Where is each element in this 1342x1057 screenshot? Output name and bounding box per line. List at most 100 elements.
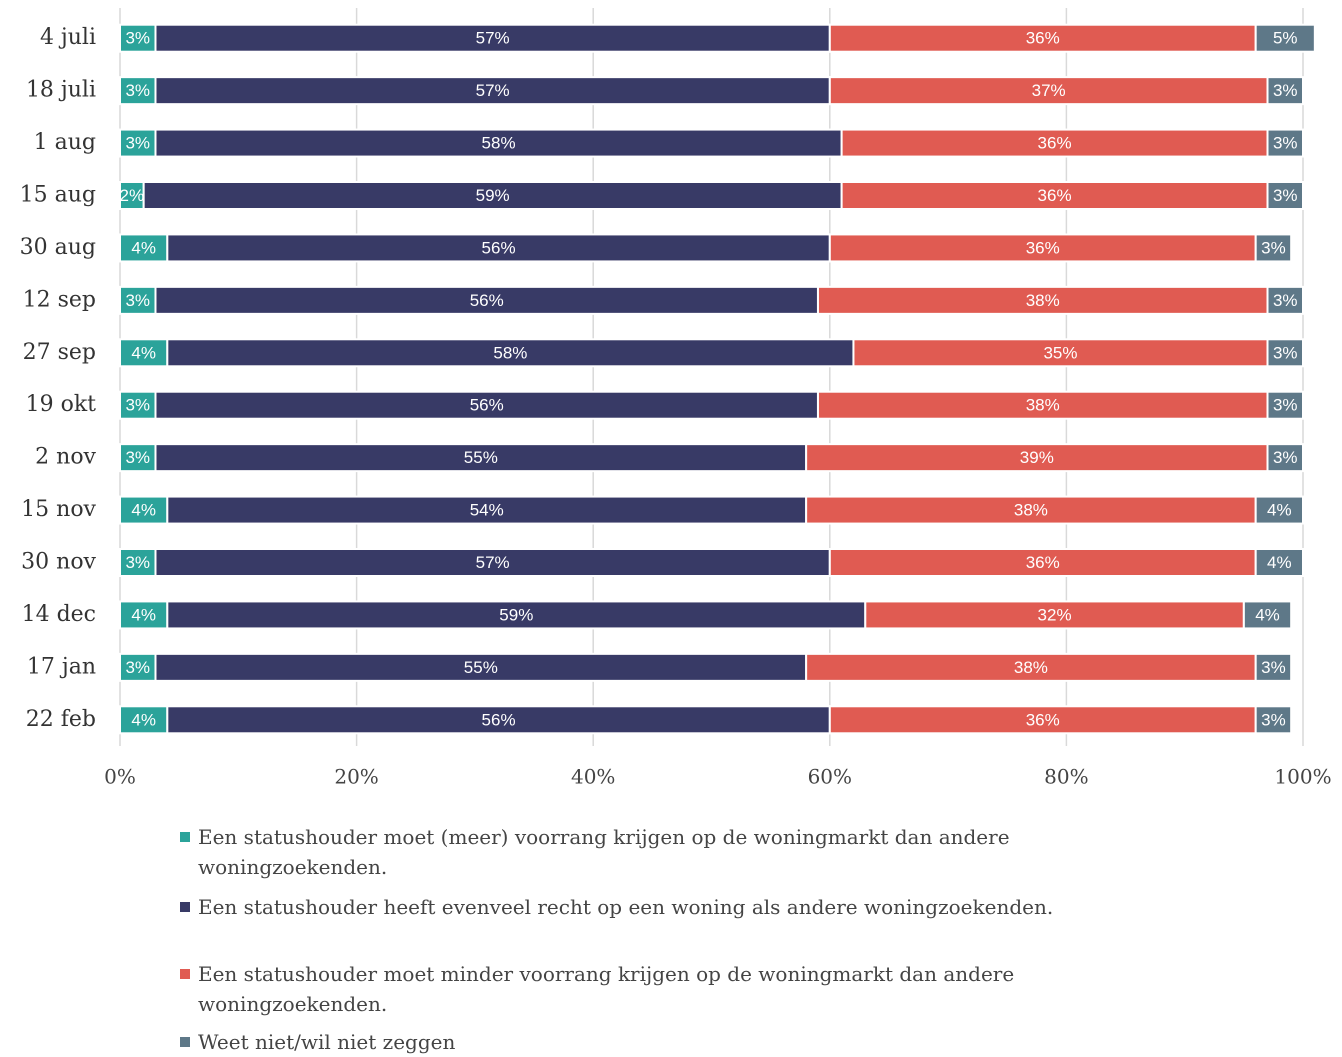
legend-label: Een statushouder moet (meer) voorrang kr… <box>198 825 1010 879</box>
bar-segment <box>119 23 157 53</box>
bar-segment <box>1266 76 1305 106</box>
data-label: 3% <box>1273 343 1298 362</box>
bar-segment <box>166 233 831 263</box>
bar-segment <box>166 338 855 368</box>
data-label: 38% <box>1014 501 1048 520</box>
bar-segment <box>119 705 169 735</box>
bar-segment <box>1254 548 1305 577</box>
bar-segment <box>1266 128 1305 158</box>
data-label: 36% <box>1026 553 1060 572</box>
legend-label: Weet niet/wil niet zeggen <box>198 1030 456 1054</box>
data-label: 3% <box>125 448 150 467</box>
bar-segment <box>1254 652 1293 682</box>
data-label: 3% <box>125 29 150 48</box>
y-tick-label: 19 okt <box>26 392 97 417</box>
bar-segment <box>119 652 157 682</box>
bar-segment <box>119 128 157 158</box>
bar-segment <box>1242 600 1293 630</box>
data-label: 4% <box>1255 605 1280 624</box>
bar-segment <box>1254 705 1293 735</box>
data-label: 3% <box>125 81 150 100</box>
bar-segment <box>1266 338 1305 368</box>
bar-segment <box>154 443 808 473</box>
legend-swatch <box>180 902 190 912</box>
bar-segment <box>154 128 843 158</box>
legend-item: Een statushouder heeft evenveel recht op… <box>178 892 1178 922</box>
data-label: 36% <box>1026 29 1060 48</box>
bar-segment <box>828 76 1269 106</box>
bar-segment <box>805 443 1269 473</box>
x-tick-label: 60% <box>808 765 852 789</box>
x-tick-label: 80% <box>1044 765 1088 789</box>
data-label: 54% <box>470 501 504 520</box>
data-label: 55% <box>464 448 498 467</box>
bar-segment <box>119 495 169 525</box>
chart: 0% 20% 40% 60% 80% 100% 4 juli 3% 57% 36% 5% 18 jul… <box>20 8 1332 789</box>
data-label: 3% <box>1273 396 1298 415</box>
data-label: 59% <box>476 186 510 205</box>
legend-item: Een statushouder moet (meer) voorrang kr… <box>178 822 1178 882</box>
y-tick-label: 17 jan <box>27 654 96 679</box>
legend-swatch <box>180 1037 190 1047</box>
legend-swatch <box>180 832 190 842</box>
y-tick-label: 22 feb <box>26 707 96 732</box>
data-label: 3% <box>125 134 150 153</box>
data-label: 56% <box>470 291 504 310</box>
data-label: 3% <box>1261 658 1286 677</box>
data-label: 58% <box>482 134 516 153</box>
data-label: 56% <box>470 396 504 415</box>
data-label: 59% <box>499 605 533 624</box>
data-label: 38% <box>1026 396 1060 415</box>
y-tick-label: 2 nov <box>35 445 96 470</box>
bar-segment <box>119 443 157 473</box>
bar-segment <box>816 285 1269 315</box>
bar-segment <box>1266 443 1305 473</box>
bar-segment <box>166 705 831 735</box>
data-label: 32% <box>1038 605 1072 624</box>
data-label: 3% <box>1273 81 1298 100</box>
bar-segment <box>864 600 1245 630</box>
bar-segment <box>840 128 1269 158</box>
y-tick-label: 15 aug <box>20 183 96 208</box>
data-label: 3% <box>125 553 150 572</box>
bar-segment <box>1254 495 1305 525</box>
y-tick-label: 18 juli <box>26 78 96 103</box>
x-tick-label: 0% <box>104 765 136 789</box>
x-tick-label: 100% <box>1274 765 1331 789</box>
bar-segment <box>119 233 169 263</box>
data-label: 3% <box>1273 448 1298 467</box>
bar-segment <box>119 76 157 106</box>
legend-item: Weet niet/wil niet zeggen <box>178 1027 1178 1057</box>
data-label: 3% <box>1273 291 1298 310</box>
data-label: 36% <box>1038 186 1072 205</box>
data-label: 36% <box>1026 238 1060 257</box>
bar-segment <box>1266 390 1305 420</box>
bar-segment <box>1266 181 1305 210</box>
data-label: 5% <box>1273 29 1298 48</box>
bar-segment <box>1266 285 1305 315</box>
data-label: 4% <box>131 501 156 520</box>
data-label: 56% <box>482 238 516 257</box>
bar-segment <box>166 600 867 630</box>
legend-item: Een statushouder moet minder voorrang kr… <box>178 959 1178 1019</box>
data-label: 3% <box>125 396 150 415</box>
bar-segment <box>816 390 1269 420</box>
data-label: 4% <box>131 343 156 362</box>
legend-swatch <box>180 969 190 979</box>
data-label: 3% <box>1273 134 1298 153</box>
data-label: 38% <box>1014 658 1048 677</box>
y-tick-label: 4 juli <box>40 25 96 50</box>
data-label: 57% <box>476 553 510 572</box>
data-label: 3% <box>125 291 150 310</box>
data-label: 57% <box>476 81 510 100</box>
data-label: 38% <box>1026 291 1060 310</box>
bar-segment <box>119 548 157 577</box>
x-tick-label: 20% <box>334 765 378 789</box>
data-label: 39% <box>1020 448 1054 467</box>
data-label: 35% <box>1043 343 1077 362</box>
y-tick-label: 1 aug <box>34 130 96 155</box>
y-tick-label: 30 aug <box>20 235 96 260</box>
data-label: 3% <box>1261 238 1286 257</box>
data-label: 4% <box>1267 553 1292 572</box>
